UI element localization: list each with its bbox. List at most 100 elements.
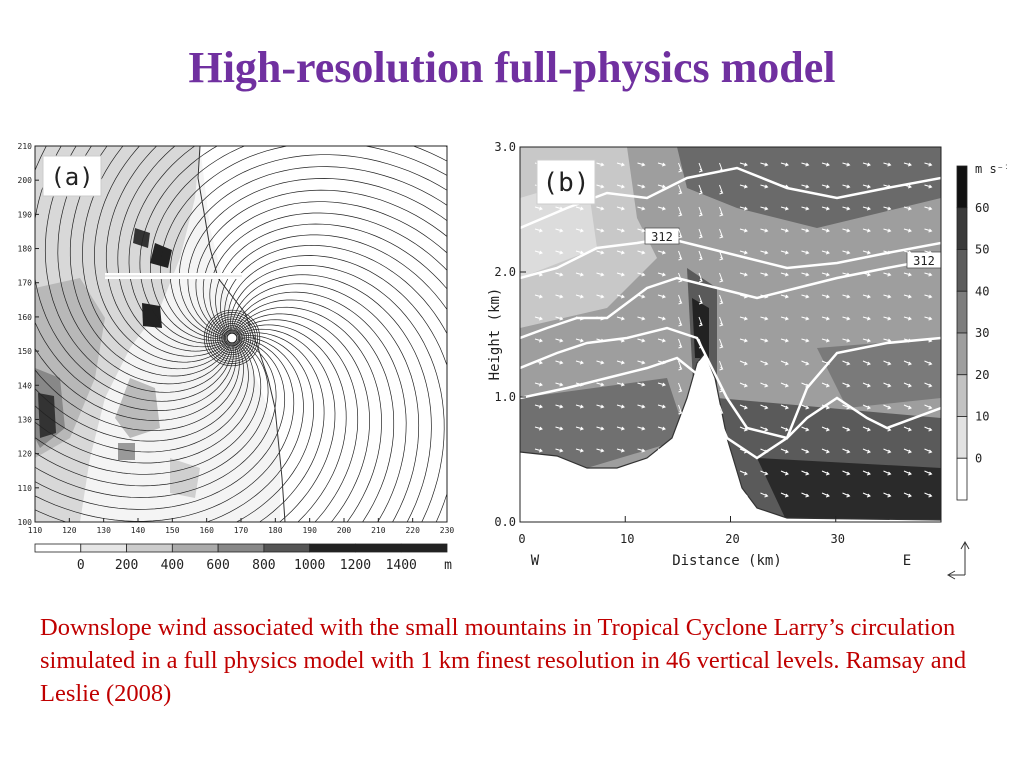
section-b-colorbar-swatch <box>956 416 968 459</box>
section-b-wind-vectors <box>534 162 933 503</box>
map-a-y-tick-label: 140 <box>18 381 33 390</box>
section-b-xlabel: Distance (km) <box>672 553 782 569</box>
section-b-y-tick-label: 1.0 <box>494 390 516 404</box>
map-a-y-tick-label: 210 <box>18 142 33 151</box>
section-b-x-tick-label: 30 <box>831 532 845 546</box>
map-a-colorbar-label: 600 <box>206 558 229 573</box>
section-b-colorbar-swatch <box>956 290 968 334</box>
map-a-colorbar-swatch <box>126 543 173 553</box>
caption-text: Downslope wind associated with the small… <box>40 614 956 674</box>
map-a-x-tick-label: 110 <box>28 526 43 535</box>
map-a-colorbar <box>34 543 448 553</box>
section-b-terrain-outline <box>519 351 942 521</box>
map-a-x-tick-label: 140 <box>131 526 146 535</box>
section-b-colorbar-label: 0 <box>975 451 982 465</box>
section-b-panel-label: (b) <box>543 168 590 198</box>
section-b-terrain <box>520 353 941 528</box>
map-a-x-tick-label: 190 <box>302 526 317 535</box>
map-a-y-tick-label: 110 <box>18 484 33 493</box>
map-a-x-ticks: 110 120 130 140 150 160 170 180 190 200 210 220 230 <box>28 518 455 535</box>
map-a-x-tick-label: 210 <box>371 526 386 535</box>
section-b-y-tick-label: 0.0 <box>494 515 516 529</box>
map-a-y-tick-label: 120 <box>18 450 33 459</box>
section-b-colorbar <box>956 165 968 501</box>
slide-caption: Downslope wind associated with the small… <box>40 611 1000 710</box>
section-b-colorbar-swatch <box>956 249 968 292</box>
map-a-y-tick-label: 100 <box>18 518 33 527</box>
map-a-x-tick-label: 130 <box>96 526 111 535</box>
map-a-x-tick-label: 120 <box>62 526 77 535</box>
map-a-colorbar-swatch <box>217 543 265 553</box>
section-b-colorbar-swatch <box>956 165 968 209</box>
section-b-colorbar-label: 20 <box>975 368 989 382</box>
section-b-x-tick-label: 20 <box>725 532 739 546</box>
map-a-y-tick-label: 180 <box>18 245 33 254</box>
section-b-contour-label-1: 312 <box>651 230 673 244</box>
section-b-reference-arrow <box>946 540 970 580</box>
map-a-cyclone-eye <box>226 332 238 344</box>
map-a-colorbar-swatch <box>80 543 127 553</box>
caption-reference: Ramsay and Leslie (2008) <box>40 647 967 707</box>
map-a-colorbar-label: 1400 <box>386 558 417 573</box>
section-b-colorbar-swatch <box>956 207 968 250</box>
section-b-colorbar-label: 10 <box>975 410 989 424</box>
map-a-colorbar-swatch <box>34 543 82 553</box>
section-b-colorbar-label: 30 <box>975 326 989 340</box>
section-b-colorbar-swatch <box>956 457 968 501</box>
map-a-colorbar-label: 800 <box>252 558 275 573</box>
map-a-x-tick-label: 160 <box>199 526 214 535</box>
map-a-colorbar-swatch <box>309 543 356 553</box>
map-a-y-ticks: 210 200 190 180 170 160 150 140 130 120 110 100 <box>18 142 39 527</box>
section-b-colorbar-labels: 60 50 40 30 20 10 0 <box>975 201 989 466</box>
section-b-colorbar-unit: m s⁻¹ <box>975 162 1007 176</box>
map-a-colorbar-labels: 0 200 400 600 800 1000 1200 1400 <box>77 558 417 573</box>
map-a-colorbar-swatch <box>355 543 402 553</box>
figure-a-streamline-map: (a) 210200190180170160150140130120110100… <box>18 142 455 573</box>
map-a-y-tick-label: 190 <box>18 210 33 219</box>
map-a-colorbar-label: 1000 <box>294 558 325 573</box>
map-a-colorbar-label: 0 <box>77 558 85 573</box>
section-b-y-tick-label: 2.0 <box>494 265 516 279</box>
map-a-terrain <box>35 146 447 522</box>
map-a-x-tick-label: 150 <box>165 526 180 535</box>
section-b-west-label: W <box>531 553 540 569</box>
map-a-colorbar-swatch <box>263 543 311 553</box>
map-a-x-tick-label: 220 <box>405 526 420 535</box>
section-b-contour-label-1-box <box>644 227 680 245</box>
map-a-colorbar-swatch <box>400 543 448 553</box>
map-a-label-box <box>42 155 102 197</box>
section-b-y-ticks: 3.0 2.0 1.0 0.0 <box>494 140 526 529</box>
map-a-x-tick-label: 180 <box>268 526 283 535</box>
map-a-y-tick-label: 160 <box>18 313 33 322</box>
map-a-colorbar-label: 400 <box>161 558 184 573</box>
map-a-x-tick-label: 170 <box>234 526 249 535</box>
map-a-x-tick-label: 230 <box>440 526 455 535</box>
slide-title: High-resolution full-physics model <box>188 43 836 92</box>
map-a-y-tick-label: 150 <box>18 347 33 356</box>
section-b-x-tick-label: 0 <box>518 532 525 546</box>
section-b-ylabel: Height (km) <box>487 288 503 381</box>
map-a-y-tick-label: 130 <box>18 415 33 424</box>
map-a-colorbar-unit: m <box>444 558 452 573</box>
section-b-colorbar-label: 50 <box>975 243 989 257</box>
map-a-x-tick-label: 200 <box>337 526 352 535</box>
map-a-streamlines <box>35 146 447 522</box>
section-b-east-label: E <box>903 553 911 569</box>
section-b-x-tick-label: 10 <box>620 532 634 546</box>
map-a-coastline <box>197 146 286 522</box>
section-b-colorbar-label: 40 <box>975 284 989 298</box>
section-b-isentropes <box>520 166 941 460</box>
map-a-y-tick-label: 170 <box>18 279 33 288</box>
section-b-x-ticks: 0 10 20 30 <box>518 516 845 546</box>
figure-b-cross-section: 312 312 (b) 3.0 2.0 1.0 0.0 0 10 20 30 Height … <box>487 140 1007 580</box>
map-a-colorbar-label: 1200 <box>340 558 371 573</box>
map-a-y-tick-label: 200 <box>18 176 33 185</box>
map-a-colorbar-label: 200 <box>115 558 138 573</box>
section-b-y-tick-label: 3.0 <box>494 140 516 154</box>
map-a-colorbar-swatch <box>171 543 219 553</box>
section-b-colorbar-label: 60 <box>975 201 989 215</box>
section-b-label-box <box>536 159 596 205</box>
section-b-contour-label-2: 312 <box>913 254 935 268</box>
section-b-colorbar-swatch <box>956 374 968 417</box>
map-a-panel-label: (a) <box>50 163 93 191</box>
